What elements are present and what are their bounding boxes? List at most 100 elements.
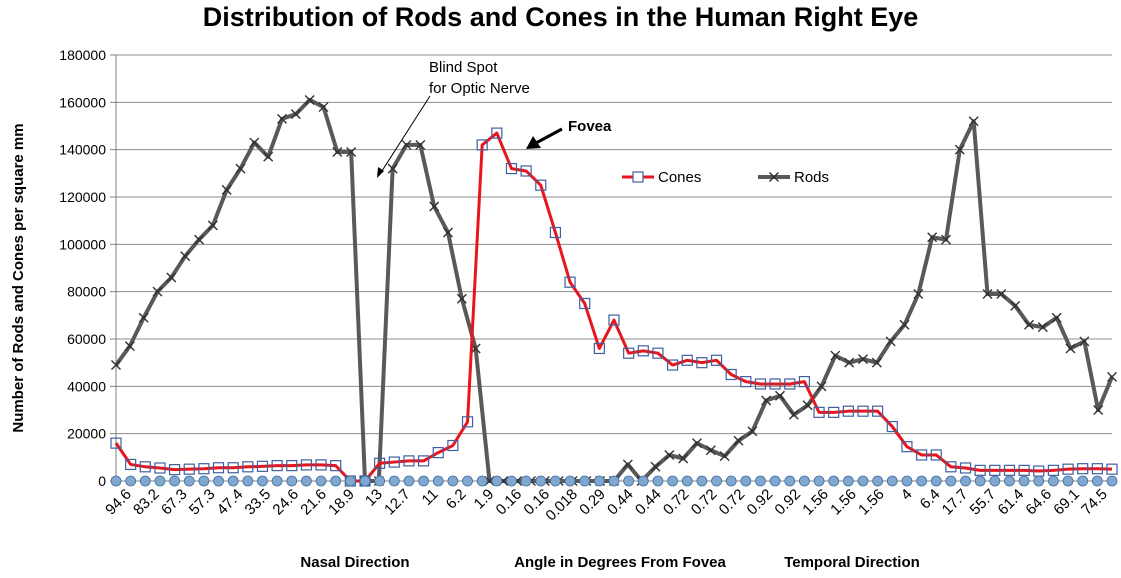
x-tick-label: 0.44 xyxy=(604,486,637,519)
cones-data-point xyxy=(798,376,811,388)
baseline-point-marker xyxy=(110,475,122,487)
cones-data-point xyxy=(286,460,298,472)
cones-data-point xyxy=(388,456,400,468)
rods-data-point xyxy=(761,395,772,406)
rods-data-point xyxy=(858,354,868,365)
baseline-point-marker xyxy=(711,475,722,487)
x-tick-label: 11 xyxy=(419,486,442,509)
x-tick-label: 57.3 xyxy=(186,486,219,519)
baseline-point-marker xyxy=(520,475,532,487)
cones-data-point xyxy=(110,437,122,449)
baseline-point-marker xyxy=(1004,475,1015,487)
baseline-point-marker xyxy=(154,475,166,487)
rods-data-point xyxy=(401,139,412,150)
x-tick-label: 69.1 xyxy=(1050,486,1083,519)
cones-data-point xyxy=(505,163,518,175)
series-cones xyxy=(110,127,1118,487)
rods-data-point xyxy=(1037,322,1048,333)
x-tick-label: 0.72 xyxy=(660,486,693,519)
baseline-point-marker xyxy=(916,475,927,487)
baseline-point-marker xyxy=(989,475,1001,487)
cones-data-point xyxy=(989,464,1001,476)
rods-data-point xyxy=(235,163,246,174)
baseline-point-marker xyxy=(388,475,400,487)
rods-data-point xyxy=(415,139,426,150)
x-tick-label: 33.5 xyxy=(242,486,275,519)
cones-data-point xyxy=(447,439,459,452)
rods-data-point xyxy=(332,147,343,158)
rods-data-point xyxy=(429,201,440,212)
y-axis-title: Number of Rods and Cones per square mm xyxy=(10,123,27,432)
baseline-point-marker xyxy=(813,475,825,487)
cones-data-point xyxy=(461,416,474,428)
baseline-point-marker xyxy=(506,475,517,487)
rods-data-point xyxy=(913,289,924,300)
x-tick-label: 6.2 xyxy=(443,486,470,513)
x-tick-label: 24.6 xyxy=(269,486,302,519)
cones-data-point xyxy=(872,405,884,417)
y-tick-label: 60000 xyxy=(67,331,106,347)
baseline-point-marker xyxy=(227,475,239,487)
rods-data-point xyxy=(1093,405,1104,415)
fovea-annotation: Fovea xyxy=(526,118,612,149)
baseline-point-marker xyxy=(271,475,283,487)
x-direction-label: Angle in Degrees From Fovea xyxy=(514,554,726,571)
cones-data-point xyxy=(915,449,928,461)
rods-data-point xyxy=(664,449,675,460)
rods-data-point xyxy=(290,109,301,120)
baseline-point-marker xyxy=(857,475,869,487)
rods-data-point xyxy=(692,438,702,449)
rods-data-point xyxy=(221,184,232,195)
cones-data-point xyxy=(1106,463,1118,475)
x-tick-label: 12.7 xyxy=(381,486,414,519)
x-tick-label: 0.018 xyxy=(542,486,581,525)
cones-data-point xyxy=(242,461,254,473)
baseline-point-marker xyxy=(183,475,195,487)
baseline-point-marker xyxy=(1033,475,1045,487)
legend-item-rods: Rods xyxy=(758,169,829,186)
baseline-point-marker xyxy=(550,475,561,487)
x-tick-label: 0.44 xyxy=(632,486,665,519)
rods-data-point xyxy=(138,312,149,323)
x-tick-label: 0.16 xyxy=(493,486,526,519)
rods-data-point xyxy=(982,289,993,300)
x-tick-label: 83.2 xyxy=(130,486,163,519)
cones-data-point xyxy=(227,462,239,474)
x-tick-label: 74.5 xyxy=(1078,486,1111,519)
baseline-point-marker xyxy=(359,475,371,487)
baseline-point-marker xyxy=(432,475,444,487)
y-tick-label: 40000 xyxy=(67,378,106,394)
baseline-point-marker xyxy=(1091,475,1103,487)
baseline-point-marker xyxy=(1106,475,1118,487)
x-tick-label: 1.56 xyxy=(799,486,832,519)
x-tick-label: 17.7 xyxy=(939,486,972,519)
cones-data-point xyxy=(666,359,679,371)
rods-data-point xyxy=(885,336,896,347)
cones-data-point xyxy=(930,449,942,461)
cones-data-point xyxy=(1003,464,1016,476)
x-tick-label: 4 xyxy=(898,486,916,504)
baseline-point-marker xyxy=(139,475,151,487)
baseline-point-marker xyxy=(960,475,971,487)
x-tick-label: 94.6 xyxy=(102,486,135,519)
fovea-arrowhead xyxy=(526,136,541,149)
legend-label: Cones xyxy=(658,169,701,186)
baseline-point-marker xyxy=(491,475,503,487)
baseline-point-marker xyxy=(213,475,224,487)
cones-data-point xyxy=(520,165,532,177)
rods-data-point xyxy=(346,147,357,158)
rods-data-point xyxy=(443,227,453,238)
cones-data-point xyxy=(623,347,635,359)
rods-data-point xyxy=(1107,371,1117,382)
rods-data-point xyxy=(277,113,287,124)
baseline-point-marker xyxy=(344,475,356,487)
cones-data-point xyxy=(417,455,430,467)
cones-data-point xyxy=(549,226,562,239)
rods-data-point xyxy=(719,451,730,462)
y-tick-label: 120000 xyxy=(59,189,106,205)
baseline-point-marker xyxy=(886,475,898,487)
baseline-point-marker xyxy=(901,475,913,487)
baseline-point-marker xyxy=(330,475,342,487)
